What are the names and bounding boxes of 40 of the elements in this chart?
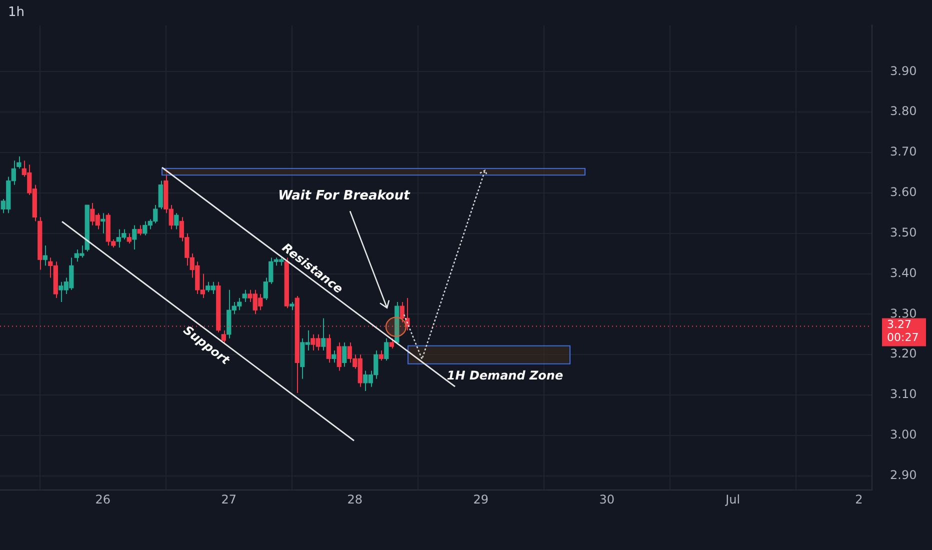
x-tick-label: 2 [855, 492, 863, 506]
y-tick-label: 3.00 [890, 428, 917, 442]
y-tick-label: 3.10 [890, 387, 917, 402]
y-tick-label: 2.90 [890, 468, 917, 482]
candlestick [126, 232, 132, 244]
candlestick [332, 350, 336, 364]
candlestick [100, 212, 106, 234]
candlestick [221, 330, 226, 343]
candlestick [242, 289, 247, 303]
y-tick-label: 3.40 [890, 266, 917, 280]
annotation: Wait For Breakout [278, 188, 411, 204]
candlestick [42, 244, 48, 266]
y-tick-label: 3.90 [890, 64, 917, 78]
candlestick [336, 342, 342, 372]
candlestick [158, 180, 163, 210]
y-tick-label: 3.30 [890, 306, 917, 320]
x-tick-label: 30 [599, 492, 615, 506]
annotation: 1H Demand Zone [446, 368, 564, 382]
candlestick [132, 224, 137, 250]
x-tick-label: 27 [221, 492, 237, 506]
y-tick-label: 3.80 [890, 104, 917, 118]
x-tick-label: Jul [724, 492, 740, 506]
y-tick-label: 3.60 [890, 185, 917, 200]
candlestick [384, 338, 389, 362]
x-tick-label: 29 [473, 492, 489, 506]
y-tick-label: 3.20 [890, 346, 917, 361]
candlestick [342, 342, 347, 368]
candlestick [137, 224, 142, 236]
candlestick [389, 338, 394, 350]
x-tick-label: 26 [95, 492, 111, 506]
candlestick [321, 318, 326, 352]
candlestick [378, 350, 384, 362]
text: 00:27 [887, 331, 919, 344]
candlestick [174, 212, 179, 230]
y-tick-label: 3.70 [890, 144, 917, 159]
x-tick-label: 28 [347, 492, 363, 506]
ref-line-label: 3.27 [887, 318, 912, 332]
candlestick [326, 334, 331, 364]
chart-title: 1h [8, 4, 25, 20]
y-tick-label: 3.50 [890, 225, 917, 240]
